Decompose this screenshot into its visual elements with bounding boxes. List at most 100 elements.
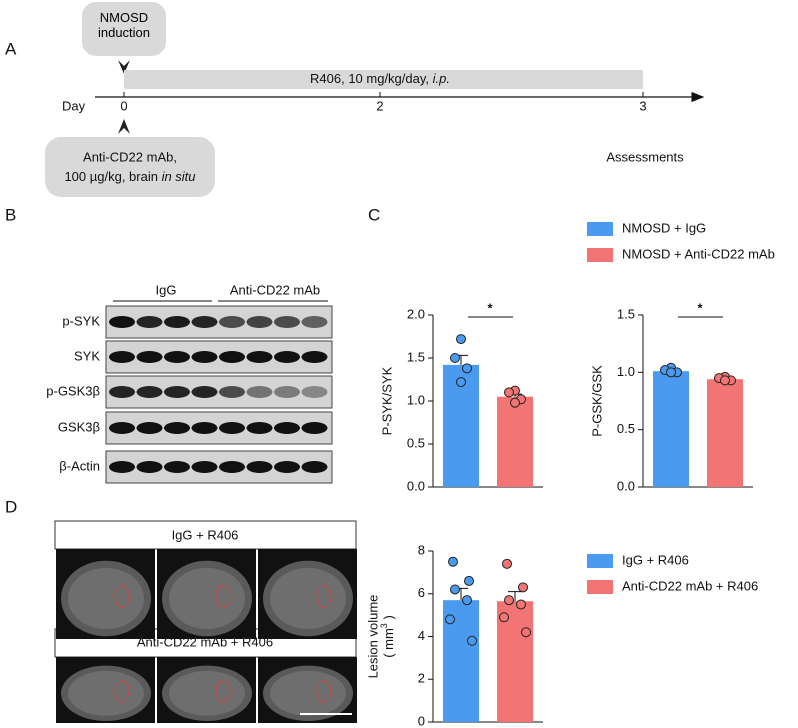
legend-swatch (587, 554, 613, 568)
y-label: Lesion volume (365, 595, 380, 679)
bar (497, 396, 533, 487)
brain (68, 670, 144, 716)
data-point (456, 377, 466, 388)
blot-row-label: p-GSK3β (46, 383, 100, 398)
treatment-route: i.p. (433, 71, 450, 86)
brain (270, 567, 346, 630)
blot-band (191, 422, 218, 434)
tick-label: 0 (120, 98, 127, 113)
lesion (316, 585, 332, 608)
y-tick-label: 2.0 (407, 306, 425, 321)
lesion (114, 585, 130, 608)
blot-band (136, 316, 163, 328)
blot-band (191, 386, 218, 398)
blot-band (164, 316, 190, 328)
data-point (464, 575, 474, 586)
blot-band (246, 461, 273, 473)
blot-band (109, 351, 135, 363)
lesion (316, 679, 332, 703)
blot-band (301, 461, 328, 473)
tick-label: 3 (639, 98, 646, 113)
blot-band (219, 386, 245, 398)
y-tick-label: 1.5 (407, 349, 425, 364)
blot-band (301, 351, 328, 363)
induction-text: NMOSD induction (97, 10, 151, 40)
blot-band (109, 461, 135, 473)
induction-fo: NMOSD induction (97, 10, 151, 40)
arrowhead (118, 60, 130, 74)
lesion (114, 679, 130, 703)
blot-row-label: GSK3β (58, 419, 100, 434)
y-tick-label: 0.0 (617, 478, 635, 493)
blot-band (164, 351, 190, 363)
mri-header (54, 520, 357, 550)
blot-band (219, 351, 245, 363)
legend-swatch (587, 580, 613, 594)
tick-label: 2 (376, 98, 383, 113)
legend-label: Anti-CD22 mAb + R406 (622, 578, 758, 593)
blot-band (246, 316, 273, 328)
blot-band (219, 461, 245, 473)
y-tick-label: 1.0 (407, 392, 425, 407)
y-tick-label: 0 (418, 713, 425, 728)
legend-label: NMOSD + IgG (622, 220, 706, 235)
blot-band (301, 386, 328, 398)
significance: * (697, 300, 703, 315)
brain (169, 670, 245, 716)
bar (707, 379, 743, 487)
mri-group: IgG + R406 (172, 527, 239, 542)
blot-band (219, 316, 245, 328)
significance: * (487, 300, 493, 315)
blot-band (301, 422, 328, 434)
blot-band (109, 316, 135, 328)
unit-sup: 3 (379, 623, 389, 628)
y-tick-label: 0.0 (407, 478, 425, 493)
y-tick-label: 2 (418, 671, 425, 686)
data-point (462, 595, 472, 606)
y-tick-label: 4 (418, 628, 425, 643)
data-point (720, 375, 730, 386)
blot-band (136, 461, 163, 473)
y-label: P-GSK/GSK (589, 365, 604, 437)
error-bar (508, 591, 522, 602)
data-point (462, 363, 472, 374)
data-point (504, 595, 514, 606)
y-tick-label: 6 (418, 585, 425, 600)
treatment-text: R406, 10 mg/kg/day, i.p. (310, 71, 450, 86)
data-point (502, 558, 512, 569)
y-label: P-SYK/SYK (379, 366, 394, 435)
blot-band (274, 422, 300, 434)
blot-band (301, 316, 328, 328)
y-tick-label: 1.0 (617, 364, 635, 379)
data-point (467, 635, 477, 646)
blot-band (191, 461, 218, 473)
legend-swatch (587, 248, 613, 262)
blot-band (191, 316, 218, 328)
unit: ) (381, 615, 396, 623)
y-tick-label: 8 (418, 542, 425, 557)
injection-line: 100 µg/kg, brain in situ (64, 169, 195, 184)
blot-band (246, 351, 273, 363)
panel-label: D (5, 497, 17, 516)
legend-label: IgG + R406 (622, 552, 689, 567)
blot-band (274, 386, 300, 398)
treatment-bar (124, 70, 643, 89)
axis-label: Day (62, 98, 86, 113)
y-tick-label: 1.5 (617, 306, 635, 321)
injection-dose: 100 µg/kg, brain (64, 169, 161, 184)
blot-band (246, 422, 273, 434)
blot-group: IgG (156, 282, 177, 297)
blot-row-label: SYK (74, 348, 100, 363)
data-point (450, 584, 460, 595)
blot-band (219, 422, 245, 434)
y-tick-label: 0.5 (617, 421, 635, 436)
blot-band (136, 351, 163, 363)
blot-band (246, 386, 273, 398)
bar (653, 371, 689, 487)
legend-label: NMOSD + Anti-CD22 mAb (622, 246, 775, 261)
y-label-unit: ( mm3 ) (379, 615, 396, 658)
blot-band (274, 461, 300, 473)
treatment: R406, 10 mg/kg/day, (310, 71, 433, 86)
data-point (666, 367, 676, 378)
data-point (516, 599, 526, 610)
